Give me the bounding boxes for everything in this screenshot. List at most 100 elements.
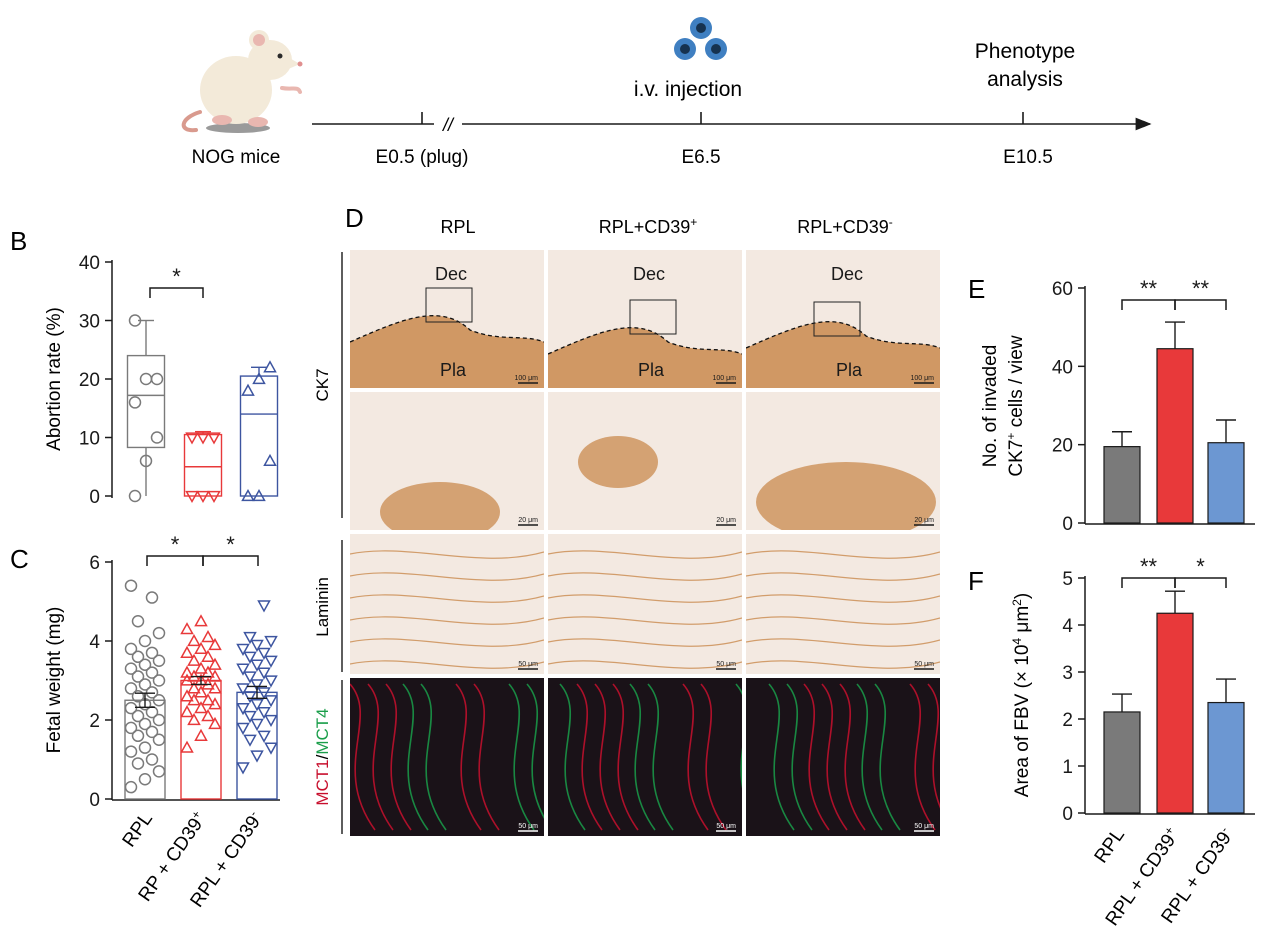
chart-b-tick-label-0: 0 <box>89 487 100 508</box>
micrograph-tile <box>350 678 544 836</box>
micrograph-label-dec: Dec <box>831 264 863 284</box>
chart-c-point-2-23 <box>243 651 257 664</box>
chart-c-point-2-1 <box>250 750 264 763</box>
chart-e-bar-2 <box>1207 442 1245 524</box>
chart-b-box-2 <box>239 375 279 497</box>
chart-c-point-2-5 <box>236 722 250 735</box>
micrograph-stain-line <box>385 683 412 831</box>
chart-c-point-2-15 <box>236 683 250 696</box>
chart-c-point-0-17 <box>152 694 166 707</box>
phenotype-label-line2: analysis <box>987 68 1063 91</box>
micrograph-stain-line <box>856 683 883 831</box>
micrograph-laminin-line <box>746 638 940 647</box>
chart-f-bar-2 <box>1207 701 1245 814</box>
chart-b-tick-label-2: 20 <box>79 370 100 391</box>
chart-c-point-0-3 <box>131 757 145 770</box>
micrograph-stain-line <box>768 683 795 831</box>
micrograph-stain-line <box>576 683 603 831</box>
micrograph-laminin-line <box>548 594 742 603</box>
chart-c-point-1-25 <box>180 645 194 658</box>
micrograph-laminin-line <box>548 572 742 581</box>
chart-f-sig-1-asterisk: * <box>1196 554 1205 579</box>
chart-c-ticks: 0 2 4 6 <box>89 553 112 811</box>
chart-b-point-0-0 <box>128 489 142 503</box>
chart-c-point-2-11 <box>250 699 264 712</box>
chart-c-point-0-0 <box>124 780 138 794</box>
chart-b-point-0-1 <box>139 454 153 468</box>
chart-c-point-0-35 <box>124 579 138 592</box>
micrograph-stain-line <box>874 683 901 831</box>
chart-c-sig-0-bracket <box>146 555 204 566</box>
chart-c-point-1-30 <box>180 622 194 635</box>
micrograph-background <box>350 678 544 836</box>
chart-c-point-2-28 <box>243 631 257 645</box>
chart-b-marks: * <box>126 264 279 504</box>
micrograph-tile: Dec Pla <box>746 250 940 388</box>
micrograph-label-dec: Dec <box>633 264 665 284</box>
micrograph-laminin-line <box>548 550 742 559</box>
micrograph-tile <box>746 678 940 836</box>
micrograph-laminin-line <box>746 572 940 581</box>
micrograph-stain-line <box>594 683 621 831</box>
chart-c-point-2-24 <box>257 647 271 660</box>
chart-c-x-label-rpl: RPL <box>119 809 157 851</box>
chart-f-tick-label-5: 5 <box>1062 569 1073 590</box>
chart-c-point-0-28 <box>131 650 145 664</box>
micrograph-stain-line <box>526 683 544 819</box>
chart-b-point-2-2 <box>263 453 277 467</box>
histology-panel: RPL RPL+CD39+ RPL+CD39- CK7 Laminin MCT1… <box>313 215 940 836</box>
chart-c-point-0-9 <box>145 725 159 739</box>
chart-f-tick-label-4: 4 <box>1062 616 1073 637</box>
chart-f-tick-label-3: 3 <box>1062 663 1073 684</box>
micrograph-tile <box>350 392 544 530</box>
chart-c-point-1-23 <box>187 653 201 666</box>
chart-c-point-2-4 <box>257 730 271 743</box>
micrograph-laminin-line <box>548 616 742 625</box>
micrograph-scale-bar-label: 50 μm <box>914 823 934 830</box>
chart-c-point-2-20 <box>236 663 250 676</box>
micrograph-laminin-line <box>548 638 742 647</box>
micrograph-stain-line <box>612 683 639 831</box>
chart-c-point-0-25 <box>124 662 138 675</box>
micrograph-stain-line <box>420 683 447 831</box>
chart-e-sig-0-asterisk: ** <box>1140 276 1158 301</box>
chart-b-point-2-1 <box>252 488 266 502</box>
chart-c-point-2-22 <box>264 655 278 668</box>
chart-e-sig-1-asterisk: ** <box>1192 276 1210 301</box>
chart-c-point-0-30 <box>124 642 138 656</box>
chart-c-point-2-18 <box>243 671 257 684</box>
micrograph-stain-line <box>508 683 535 831</box>
chart-c-point-1-2 <box>208 716 222 730</box>
micrograph-laminin-line <box>746 660 940 669</box>
chart-c-point-2-25 <box>236 643 250 656</box>
chart-c-point-2-10 <box>236 703 250 716</box>
chart-f-tick-label-1: 1 <box>1062 757 1073 778</box>
timeline-panel: NOG mice // E0.5 (plug) E6.5 E10.5 i.v. … <box>181 17 1152 168</box>
chart-b-point-0-5 <box>150 372 164 386</box>
chart-c-point-0-34 <box>145 591 159 604</box>
chart-c-point-0-14 <box>145 705 159 719</box>
panel-label-d: D <box>345 203 364 233</box>
chart-e-marks: ** ** <box>1103 276 1245 524</box>
micrograph-scale-bar-label: 50 μm <box>518 661 538 668</box>
micrograph-laminin-line <box>350 660 544 669</box>
chart-c-point-1-4 <box>201 709 215 722</box>
chart-c-point-0-8 <box>131 729 145 743</box>
chart-c-sig-0-asterisk: * <box>171 532 180 557</box>
chart-c-sig-1-bracket <box>202 555 259 566</box>
chart-c-point-0-29 <box>145 646 159 660</box>
chart-b-ticks: 0 10 20 30 40 <box>79 253 112 508</box>
chart-c-point-1-6 <box>194 701 208 714</box>
chart-e-tick-label-2: 40 <box>1052 357 1073 378</box>
chart-c-point-2-3 <box>243 734 257 747</box>
chart-c-point-2-6 <box>250 718 264 731</box>
chart-c-point-1-21 <box>194 661 208 674</box>
micrograph-stain-line <box>682 683 709 831</box>
chart-c-point-2-2 <box>264 742 278 755</box>
injection-label: i.v. injection <box>634 78 742 101</box>
chart-c-point-2-16 <box>250 679 264 692</box>
histology-col-cd39neg: RPL+CD39- <box>797 215 893 237</box>
histology-col-rpl: RPL <box>440 217 475 237</box>
